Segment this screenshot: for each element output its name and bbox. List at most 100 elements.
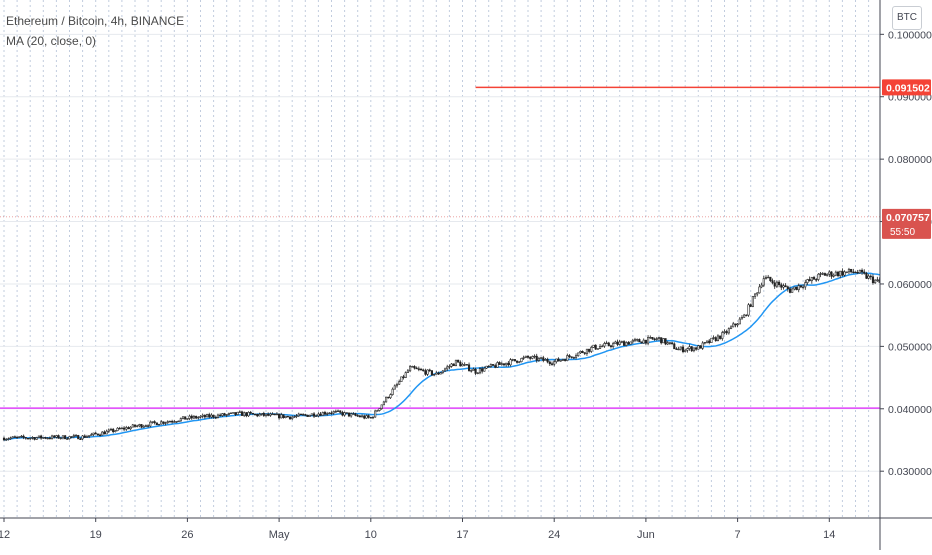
- candle-body: [415, 367, 418, 370]
- candle-body: [317, 413, 320, 417]
- candle-body: [149, 421, 152, 427]
- candle-body: [144, 425, 147, 427]
- candle-body: [273, 413, 276, 416]
- candle-body: [649, 337, 652, 339]
- candle-body: [251, 412, 254, 415]
- candle-body: [544, 359, 547, 361]
- candle-body: [291, 416, 294, 420]
- candle-body: [129, 426, 132, 430]
- candle-body: [184, 416, 187, 420]
- candle-body: [572, 356, 575, 359]
- candle-body: [216, 414, 220, 418]
- currency-button[interactable]: BTC: [892, 6, 922, 30]
- candle-body: [478, 368, 482, 374]
- candle-body: [212, 414, 215, 418]
- candle-body: [232, 412, 235, 414]
- candle-body: [389, 394, 392, 399]
- candle-body: [308, 415, 311, 417]
- resistance-price-badge: [882, 79, 931, 96]
- candle-body: [640, 341, 643, 344]
- candle-body: [295, 415, 298, 417]
- candle-body: [716, 335, 720, 341]
- candle-body: [328, 412, 331, 415]
- candle-body: [871, 276, 875, 284]
- candle-body: [262, 412, 265, 416]
- candle-body: [860, 269, 864, 273]
- candle-body: [153, 421, 156, 424]
- candle-body: [352, 413, 355, 415]
- candle-body: [500, 363, 503, 365]
- candle-body: [109, 428, 113, 431]
- x-tick-label: 19: [90, 529, 102, 541]
- candle-body: [463, 364, 466, 366]
- candle-body: [116, 427, 119, 431]
- candle-body: [651, 337, 654, 340]
- candle-body: [655, 338, 658, 340]
- candle-body: [627, 342, 630, 345]
- candle-body: [681, 346, 685, 352]
- candle-body: [443, 368, 447, 372]
- candle-body: [50, 435, 54, 439]
- x-tick-label: 14: [823, 529, 835, 541]
- candle-body: [625, 342, 628, 346]
- candle-body: [847, 268, 851, 273]
- candle-body: [94, 432, 97, 435]
- candle-body: [577, 352, 580, 357]
- candle-body: [417, 368, 420, 370]
- candle-body: [548, 361, 551, 365]
- candle-body: [470, 370, 473, 372]
- candle-body: [852, 271, 855, 274]
- candle-body: [723, 331, 726, 333]
- y-tick-label: 0.060000: [888, 279, 932, 291]
- candle-body: [754, 293, 757, 297]
- candle-body: [509, 359, 512, 366]
- candle-body: [583, 352, 586, 354]
- candle-body: [876, 279, 879, 281]
- candle-body: [780, 284, 783, 288]
- x-tick-label: 7: [735, 529, 741, 541]
- candle-body: [618, 341, 621, 345]
- candle-body: [48, 437, 51, 440]
- candle-body: [797, 285, 800, 291]
- candle-body: [358, 415, 361, 418]
- candle-body: [732, 323, 735, 328]
- candle-body: [540, 357, 543, 359]
- candle-body: [112, 428, 115, 433]
- candle-body: [234, 412, 237, 415]
- candle-body: [247, 411, 250, 417]
- moving-average-line: [3, 257, 932, 441]
- candle-body: [598, 346, 602, 349]
- candle-body: [677, 348, 680, 351]
- candle-body: [164, 422, 167, 424]
- candle-body: [815, 279, 818, 281]
- candle-body: [188, 415, 191, 419]
- candle-body: [769, 276, 772, 281]
- candle-body: [817, 273, 820, 280]
- candle-body: [393, 385, 396, 390]
- candle-body: [535, 355, 538, 361]
- time-axis-panel[interactable]: [0, 518, 932, 550]
- y-tick-label: 0.030000: [888, 466, 932, 478]
- candle-body: [636, 339, 639, 341]
- candle-body: [387, 396, 390, 399]
- candle-body: [118, 427, 121, 430]
- candle-body: [668, 342, 671, 344]
- candle-body: [498, 362, 501, 365]
- candle-body: [738, 318, 741, 325]
- candle-body: [77, 435, 80, 440]
- candle-body: [70, 436, 73, 438]
- chart-title: Ethereum / Bitcoin, 4h, BINANCE: [6, 14, 185, 28]
- candle-body: [867, 275, 870, 279]
- candle-body: [391, 388, 394, 395]
- candle-body: [690, 346, 693, 352]
- candle-body: [433, 373, 436, 376]
- candle-body: [332, 411, 335, 414]
- candle-body: [714, 337, 717, 341]
- candle-body: [808, 279, 811, 282]
- candle-body: [647, 337, 650, 344]
- candle-body: [684, 349, 687, 352]
- candle-body: [865, 273, 868, 279]
- x-tick-label: 26: [181, 529, 193, 541]
